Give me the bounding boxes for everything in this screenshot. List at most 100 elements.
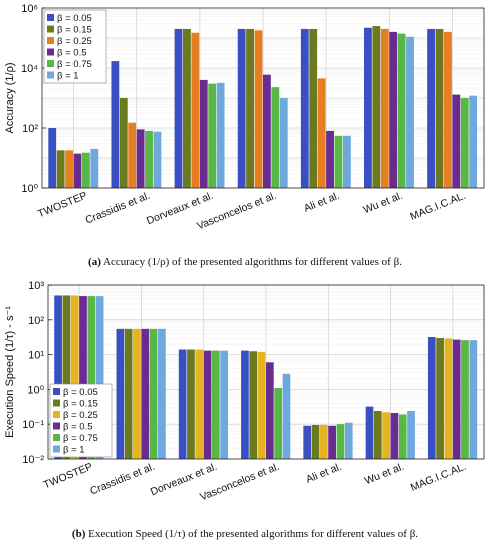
legend-swatch xyxy=(47,25,54,33)
bar-mag-i-c-al-2 xyxy=(444,338,453,459)
bar-wu-et-al-5 xyxy=(407,410,415,459)
y-tick-label: 10³ xyxy=(28,280,44,292)
y-tick-label: 10¹ xyxy=(28,350,44,362)
bar-twostep-0 xyxy=(54,295,62,459)
bar-wu-et-al-0 xyxy=(364,27,372,188)
bar-crassidis-et-al-5 xyxy=(153,131,162,188)
bar-twostep-0 xyxy=(48,128,57,188)
bar-crassidis-et-al-4 xyxy=(145,130,153,188)
legend-box xyxy=(43,9,107,84)
bar-dorveaux-et-al-5 xyxy=(220,350,229,459)
x-tick-label-crassidis-et-al: Crassidis et al. xyxy=(83,190,151,227)
bar-dorveaux-et-al-4 xyxy=(208,83,217,188)
bar-crassidis-et-al-4 xyxy=(149,328,158,459)
bar-dorveaux-et-al-2 xyxy=(195,349,204,459)
x-tick-label-twostep: TWOSTEP xyxy=(42,461,95,492)
legend-label: β = 1 xyxy=(63,445,85,456)
legend-swatch xyxy=(53,388,60,395)
bar-mag-i-c-al-2 xyxy=(444,31,452,188)
bar-crassidis-et-al-5 xyxy=(158,328,166,459)
x-tick-label-mag-i-c-al: MAG.I.C.AL. xyxy=(408,190,467,223)
legend-label: β = 0.25 xyxy=(57,36,92,47)
bar-wu-et-al-0 xyxy=(365,406,374,459)
bar-crassidis-et-al-3 xyxy=(136,129,145,188)
x-tick-label-crassidis-et-al: Crassidis et al. xyxy=(88,461,156,498)
x-tick-label-wu-et-al: Wu et al. xyxy=(363,461,406,488)
bar-dorveaux-et-al-5 xyxy=(216,82,225,188)
legend-label: β = 0.15 xyxy=(57,25,92,36)
bar-vasconcelos-et-al-3 xyxy=(263,74,271,188)
bar-dorveaux-et-al-2 xyxy=(191,32,200,189)
bar-mag-i-c-al-4 xyxy=(461,340,469,459)
x-tick-label-ali-et-al: Ali et al. xyxy=(304,461,343,486)
bar-wu-et-al-3 xyxy=(389,31,398,188)
y-tick-label: 10⁰ xyxy=(27,384,44,396)
bar-crassidis-et-al-3 xyxy=(141,328,150,459)
bar-twostep-5 xyxy=(90,148,99,188)
bar-vasconcelos-et-al-4 xyxy=(271,87,280,188)
bar-ali-et-al-0 xyxy=(300,28,309,188)
caption-a-tag: (a) xyxy=(88,256,101,268)
bar-dorveaux-et-al-4 xyxy=(212,350,220,459)
bar-mag-i-c-al-1 xyxy=(435,28,444,188)
bar-twostep-3 xyxy=(79,296,87,459)
bar-dorveaux-et-al-3 xyxy=(203,350,212,459)
bar-mag-i-c-al-0 xyxy=(427,28,435,188)
bar-dorveaux-et-al-1 xyxy=(187,349,195,459)
execution-speed-chart: 10⁻² 10⁻¹ 10⁰ 10¹ 10² 10³ Execution Speed (1/τ… xyxy=(4,280,485,503)
bar-ali-et-al-2 xyxy=(319,424,328,459)
legend-label: β = 0.75 xyxy=(57,59,92,70)
bar-vasconcelos-et-al-5 xyxy=(282,373,291,459)
plot-frame xyxy=(41,7,485,189)
bar-vasconcelos-et-al-2 xyxy=(257,351,266,459)
bar-wu-et-al-1 xyxy=(373,410,382,459)
bar-mag-i-c-al-3 xyxy=(452,339,461,459)
bar-crassidis-et-al-2 xyxy=(128,122,137,188)
bar-ali-et-al-4 xyxy=(334,135,343,188)
bar-crassidis-et-al-0 xyxy=(111,61,120,188)
legend-label: β = 0.15 xyxy=(63,399,98,410)
caption-b: (b) Execution Speed (1/τ) of the present… xyxy=(0,528,490,540)
legend-swatch xyxy=(53,445,60,453)
bar-crassidis-et-al-2 xyxy=(133,328,141,459)
bar-mag-i-c-al-4 xyxy=(460,98,469,188)
caption-b-text: Execution Speed (1/τ) of the presented a… xyxy=(85,528,419,540)
x-tick-label-ali-et-al: Ali et al. xyxy=(302,190,341,215)
plot-frame xyxy=(47,284,485,460)
bar-dorveaux-et-al-3 xyxy=(199,79,208,188)
legend-swatch xyxy=(47,14,54,21)
x-tick-label-twostep: TWOSTEP xyxy=(36,190,89,221)
legend-label: β = 0.5 xyxy=(63,422,93,433)
bar-mag-i-c-al-3 xyxy=(452,94,461,188)
bar-vasconcelos-et-al-3 xyxy=(266,362,274,459)
bar-vasconcelos-et-al-0 xyxy=(241,350,249,459)
bar-vasconcelos-et-al-1 xyxy=(249,351,258,459)
legend-label: β = 0.25 xyxy=(63,410,98,421)
legend-swatch xyxy=(53,434,60,441)
bar-twostep-1 xyxy=(62,295,71,459)
y-axis-label: Execution Speed (1/τ) - s⁻¹ xyxy=(4,306,16,438)
bar-twostep-4 xyxy=(81,152,90,188)
bar-ali-et-al-1 xyxy=(311,424,320,459)
bar-twostep-2 xyxy=(65,150,73,188)
y-tick-label: 10⁴ xyxy=(21,63,38,75)
bar-ali-et-al-1 xyxy=(309,28,318,188)
legend-swatch xyxy=(47,71,54,79)
x-tick-label-mag-i-c-al: MAG.I.C.AL. xyxy=(409,461,468,494)
bar-ali-et-al-3 xyxy=(326,130,334,188)
y-tick-label: 10⁰ xyxy=(21,183,38,195)
legend-swatch xyxy=(53,422,60,430)
legend-label: β = 0.05 xyxy=(63,387,98,398)
legend-swatch xyxy=(47,48,54,56)
legend-label: β = 0.05 xyxy=(57,13,92,24)
legend-label: β = 1 xyxy=(57,71,79,82)
bar-twostep-2 xyxy=(70,295,79,459)
x-tick-label-wu-et-al: Wu et al. xyxy=(362,190,405,217)
legend-swatch xyxy=(47,60,54,67)
bar-mag-i-c-al-5 xyxy=(469,95,478,188)
y-tick-label: 10² xyxy=(22,123,38,135)
bar-twostep-5 xyxy=(95,296,104,459)
legend-swatch xyxy=(53,399,60,407)
y-axis-label: Accuracy (1/ρ) xyxy=(4,62,16,133)
caption-b-tag: (b) xyxy=(71,528,86,540)
